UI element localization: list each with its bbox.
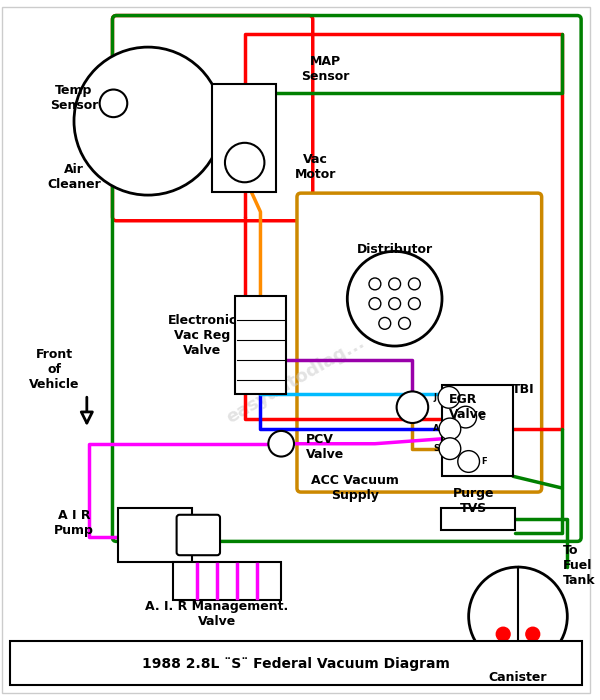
Circle shape xyxy=(369,298,381,309)
Text: Canister: Canister xyxy=(489,671,547,684)
Circle shape xyxy=(496,627,510,641)
FancyBboxPatch shape xyxy=(235,295,286,394)
Circle shape xyxy=(397,391,428,423)
Circle shape xyxy=(225,143,265,182)
Circle shape xyxy=(438,386,460,408)
FancyBboxPatch shape xyxy=(2,7,590,693)
Text: 1988 2.8L ¨S¨ Federal Vacuum Diagram: 1988 2.8L ¨S¨ Federal Vacuum Diagram xyxy=(142,657,450,671)
Circle shape xyxy=(469,567,568,666)
Circle shape xyxy=(526,627,539,641)
FancyBboxPatch shape xyxy=(112,15,313,220)
Text: J: J xyxy=(434,393,437,402)
Text: A. I. R Management.
Valve: A. I. R Management. Valve xyxy=(145,601,289,629)
Text: A I R
Pump: A I R Pump xyxy=(54,509,94,537)
Polygon shape xyxy=(442,384,513,476)
FancyBboxPatch shape xyxy=(10,641,582,685)
Circle shape xyxy=(439,418,461,440)
Circle shape xyxy=(455,406,476,428)
Circle shape xyxy=(439,438,461,459)
Text: To
Fuel
Tank: To Fuel Tank xyxy=(562,544,595,587)
Circle shape xyxy=(398,317,410,329)
FancyBboxPatch shape xyxy=(176,514,220,555)
Circle shape xyxy=(379,317,391,329)
Circle shape xyxy=(409,278,421,290)
Text: C: C xyxy=(478,412,485,421)
Text: PCV
Valve: PCV Valve xyxy=(306,433,344,461)
Text: Air
Cleaner: Air Cleaner xyxy=(47,163,101,191)
Text: F: F xyxy=(482,457,487,466)
Text: Temp
Sensor: Temp Sensor xyxy=(50,85,98,113)
FancyBboxPatch shape xyxy=(118,508,193,562)
FancyBboxPatch shape xyxy=(441,508,515,530)
Circle shape xyxy=(268,431,294,456)
FancyBboxPatch shape xyxy=(212,83,276,192)
Text: ACC Vacuum
Supply: ACC Vacuum Supply xyxy=(311,474,399,502)
Circle shape xyxy=(409,298,421,309)
Text: S: S xyxy=(433,444,439,453)
Circle shape xyxy=(389,278,401,290)
FancyBboxPatch shape xyxy=(297,193,542,492)
FancyBboxPatch shape xyxy=(173,562,281,600)
Circle shape xyxy=(74,47,222,195)
Text: easyautodiag...: easyautodiag... xyxy=(224,332,368,426)
Text: EGR
Valve: EGR Valve xyxy=(449,393,487,421)
Text: Distributor: Distributor xyxy=(356,243,433,256)
Text: Electronic
Vac Reg
Valve: Electronic Vac Reg Valve xyxy=(167,314,237,357)
Text: Vac
Motor: Vac Motor xyxy=(295,153,337,181)
Text: TBI: TBI xyxy=(512,383,534,396)
Circle shape xyxy=(458,451,479,473)
Circle shape xyxy=(347,251,442,346)
Text: A: A xyxy=(433,424,439,433)
Text: Front
of
Vehicle: Front of Vehicle xyxy=(29,348,80,391)
Circle shape xyxy=(100,90,127,117)
Circle shape xyxy=(369,278,381,290)
Circle shape xyxy=(389,298,401,309)
Text: Purge
TVS: Purge TVS xyxy=(453,487,494,515)
Text: MAP
Sensor: MAP Sensor xyxy=(301,55,350,83)
